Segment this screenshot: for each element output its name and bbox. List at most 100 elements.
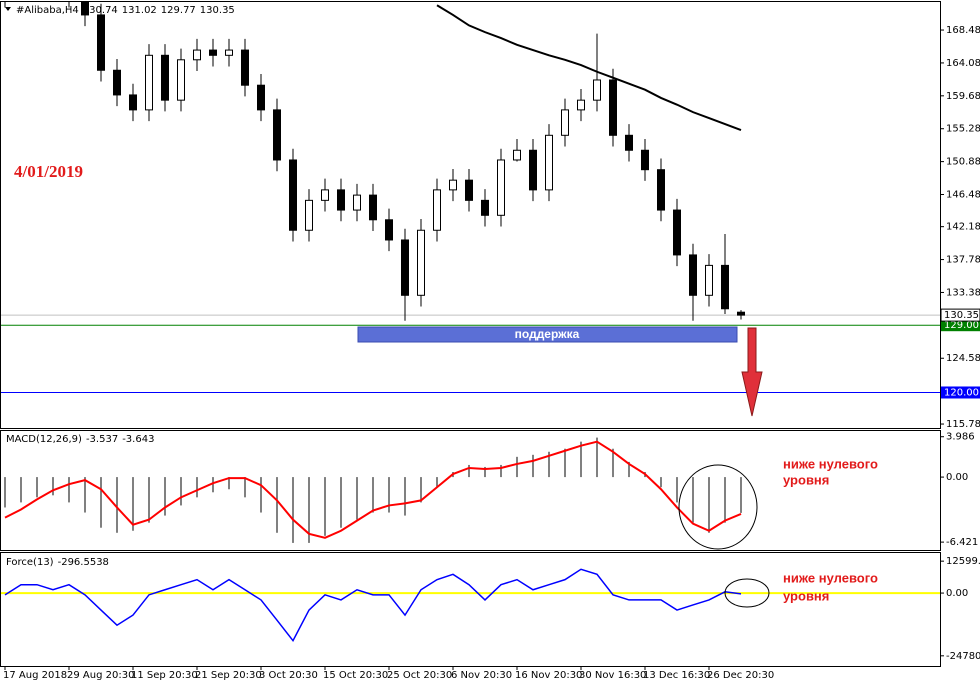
force-note-line2: уровня bbox=[783, 588, 829, 603]
y-tick-label: 0.00 bbox=[946, 472, 968, 483]
menu-triangle[interactable] bbox=[5, 7, 11, 11]
y-tick-label: 155.28 bbox=[946, 124, 980, 135]
header-close: 130.35 bbox=[200, 5, 235, 16]
macd-note-line1: ниже нулевого bbox=[783, 456, 878, 471]
force-line bbox=[4, 568, 742, 643]
level-label-box bbox=[941, 319, 980, 332]
x-tick-label: 6 Nov 20:30 bbox=[451, 670, 512, 681]
candle-body bbox=[705, 264, 713, 296]
candle-body bbox=[129, 94, 137, 111]
candle-body bbox=[513, 149, 521, 161]
down-arrow bbox=[741, 327, 763, 417]
x-tick-label: 29 Aug 20:30 bbox=[67, 670, 134, 681]
candle-body bbox=[369, 194, 377, 221]
macd-title: MACD(12,26,9) bbox=[6, 434, 82, 445]
y-tick-label: 164.08 bbox=[946, 58, 980, 69]
candle-body bbox=[625, 134, 633, 151]
price-header: #Alibaba,H4 130.74 131.02 129.77 130.35 bbox=[16, 5, 235, 16]
candle-body bbox=[641, 149, 649, 171]
y-tick-label: 124.58 bbox=[946, 353, 980, 364]
x-tick-label: 17 Aug 2018 bbox=[3, 670, 67, 681]
candle-body bbox=[257, 84, 265, 111]
y-tick-label: 3.986 bbox=[946, 432, 975, 443]
candle-body bbox=[305, 199, 313, 231]
level-label: 129.00 bbox=[944, 320, 979, 331]
level-label-box bbox=[941, 386, 980, 399]
macd-panel bbox=[4, 437, 742, 543]
candle-body bbox=[145, 54, 153, 111]
candle-body bbox=[193, 49, 201, 61]
y-tick-label: 168.48 bbox=[946, 25, 980, 36]
force-header: Force(13) -296.5538 bbox=[6, 557, 109, 568]
symbol: #Alibaba,H4 bbox=[16, 5, 79, 16]
force-frame bbox=[0, 552, 941, 667]
signal-value: -3.643 bbox=[122, 434, 154, 445]
y-tick-label: 137.78 bbox=[946, 255, 980, 266]
candle-body bbox=[465, 179, 473, 201]
y-tick-label: 12599.75 bbox=[946, 556, 980, 567]
candle-body bbox=[289, 159, 297, 231]
candle-body bbox=[225, 49, 233, 56]
candle-body bbox=[177, 59, 185, 101]
candle-body bbox=[737, 311, 745, 316]
candle-body bbox=[273, 109, 281, 161]
candle-body bbox=[481, 199, 489, 216]
candle-body bbox=[97, 14, 105, 71]
y-tick-label: -6.421 bbox=[946, 537, 978, 548]
y-tick-label: 146.48 bbox=[946, 190, 980, 201]
x-tick-label: 13 Dec 16:30 bbox=[643, 670, 710, 681]
moving-average bbox=[116, 19, 742, 276]
candle-body bbox=[561, 109, 569, 136]
macd-circle bbox=[678, 464, 758, 550]
x-tick-label: 25 Oct 20:30 bbox=[387, 670, 452, 681]
axes: 168.48 164.08 159.68 155.28 150.88 146.48 142.… bbox=[3, 25, 980, 681]
y-tick-label: 115.78 bbox=[946, 419, 980, 430]
candle-body bbox=[673, 209, 681, 256]
support-zone bbox=[357, 326, 738, 343]
candle-body bbox=[321, 189, 329, 201]
y-tick-label: 133.38 bbox=[946, 287, 980, 298]
macd-frame bbox=[0, 430, 941, 551]
candle-body bbox=[353, 194, 361, 211]
x-tick-label: 3 Oct 20:30 bbox=[259, 670, 318, 681]
date-note: 4/01/2019 bbox=[14, 162, 83, 181]
macd-note-line2: уровня bbox=[783, 472, 829, 487]
candle-body bbox=[401, 239, 409, 296]
header-high: 131.02 bbox=[122, 5, 157, 16]
header-low: 129.77 bbox=[161, 5, 196, 16]
y-tick-label: 159.68 bbox=[946, 91, 980, 102]
x-tick-label: 15 Oct 20:30 bbox=[323, 670, 388, 681]
level-label: 120.00 bbox=[944, 387, 979, 398]
x-tick-label: 16 Nov 20:30 bbox=[515, 670, 582, 681]
candle-body bbox=[113, 69, 121, 96]
candle-body bbox=[545, 134, 553, 191]
x-tick-label: 21 Sep 20:30 bbox=[195, 670, 262, 681]
candle-body bbox=[529, 149, 537, 191]
candle-body bbox=[417, 229, 425, 296]
candle-body bbox=[433, 189, 441, 231]
candle-body bbox=[81, 2, 89, 16]
candle-body bbox=[721, 264, 729, 310]
force-note-line1: ниже нулевого bbox=[783, 570, 878, 585]
candle-body bbox=[577, 99, 585, 111]
candle-body bbox=[385, 219, 393, 241]
header-open: 130.74 bbox=[83, 5, 118, 16]
force-panel bbox=[0, 568, 940, 643]
candle-body bbox=[593, 79, 601, 101]
candle-body bbox=[161, 54, 169, 101]
force-value: -296.5538 bbox=[58, 557, 109, 568]
macd-value: -3.537 bbox=[86, 434, 118, 445]
force-title: Force(13) bbox=[6, 557, 54, 568]
x-tick-label: 30 Nov 16:30 bbox=[579, 670, 646, 681]
x-tick-label: 11 Sep 20:30 bbox=[131, 670, 198, 681]
y-tick-label: 142.18 bbox=[946, 222, 980, 233]
y-tick-label: -24780.31 bbox=[946, 651, 980, 662]
y-tick-label: 0.00 bbox=[946, 588, 968, 599]
y-tick-label: 150.88 bbox=[946, 157, 980, 168]
force-circle bbox=[724, 578, 770, 608]
candle-body bbox=[241, 49, 249, 86]
price-panel bbox=[0, 2, 940, 393]
candle-body bbox=[337, 189, 345, 211]
